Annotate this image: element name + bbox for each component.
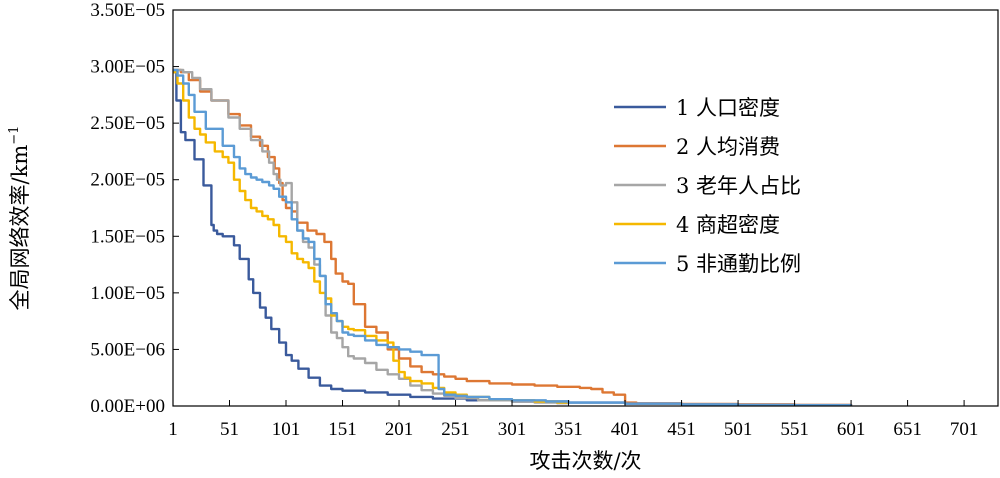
series-line-5 <box>173 68 853 407</box>
x-tick-label: 651 <box>893 419 922 440</box>
y-tick-label: 2.50E−05 <box>90 113 165 134</box>
series-line-1 <box>173 71 853 407</box>
x-axis-title: 攻击次数/次 <box>529 449 641 473</box>
legend: 1 人口密度 2 人均消费 3 老年人占比 4 商超密度 5 非通勤比例 <box>614 96 801 276</box>
y-tick-label: 3.50E−05 <box>90 0 165 21</box>
y-axis-title-text: 全局网络效率/km <box>8 145 32 311</box>
x-tick-label: 101 <box>272 419 301 440</box>
x-tick-label: 701 <box>950 419 979 440</box>
x-tick-label: 501 <box>724 419 753 440</box>
x-tick-label: 1 <box>168 419 178 440</box>
y-axis: 0.00E+00 5.00E−06 1.00E−05 1.50E−05 2.00E−05… <box>90 0 179 417</box>
y-tick-label: 1.00E−05 <box>90 283 165 304</box>
y-tick-label: 2.00E−05 <box>90 170 165 191</box>
legend-label-4: 4 商超密度 <box>676 213 780 237</box>
y-tick-label: 3.00E−05 <box>90 57 165 78</box>
series-line-2 <box>173 68 853 407</box>
x-tick-label: 601 <box>837 419 866 440</box>
y-tick-label: 5.00E−06 <box>90 339 165 360</box>
plot-area-frame <box>172 9 999 407</box>
y-axis-title-superscript: −1 <box>7 126 22 145</box>
x-axis: 1 51 101 151 201 251 301 351 401 451 501 551 601 651 7… <box>168 400 978 440</box>
y-axis-title: 全局网络效率/km−1 <box>7 126 32 311</box>
x-tick-label: 401 <box>611 419 640 440</box>
legend-label-2: 2 人均消费 <box>676 135 780 159</box>
x-tick-label: 551 <box>780 419 809 440</box>
series-line-4 <box>173 71 570 404</box>
legend-label-1: 1 人口密度 <box>676 96 780 120</box>
legend-label-5: 5 非通勤比例 <box>676 252 801 276</box>
x-tick-label: 201 <box>385 419 414 440</box>
y-tick-label: 0.00E+00 <box>90 396 165 417</box>
plot-lines <box>173 68 853 407</box>
y-tick-label: 1.50E−05 <box>90 226 165 247</box>
x-tick-label: 51 <box>220 419 239 440</box>
x-tick-label: 301 <box>498 419 527 440</box>
x-tick-label: 451 <box>667 419 696 440</box>
x-tick-label: 251 <box>441 419 470 440</box>
x-tick-label: 351 <box>554 419 583 440</box>
svg-text:全局网络效率/km−1: 全局网络效率/km−1 <box>7 126 32 311</box>
legend-label-3: 3 老年人占比 <box>676 174 801 198</box>
x-tick-label: 151 <box>328 419 357 440</box>
